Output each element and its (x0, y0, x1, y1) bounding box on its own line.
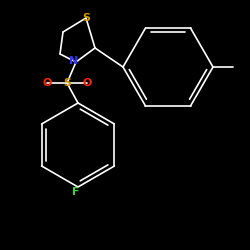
Text: O: O (82, 78, 92, 88)
Text: S: S (63, 78, 71, 88)
Text: O: O (42, 78, 52, 88)
Text: F: F (72, 187, 80, 197)
Text: N: N (70, 56, 78, 66)
Text: S: S (82, 13, 90, 23)
